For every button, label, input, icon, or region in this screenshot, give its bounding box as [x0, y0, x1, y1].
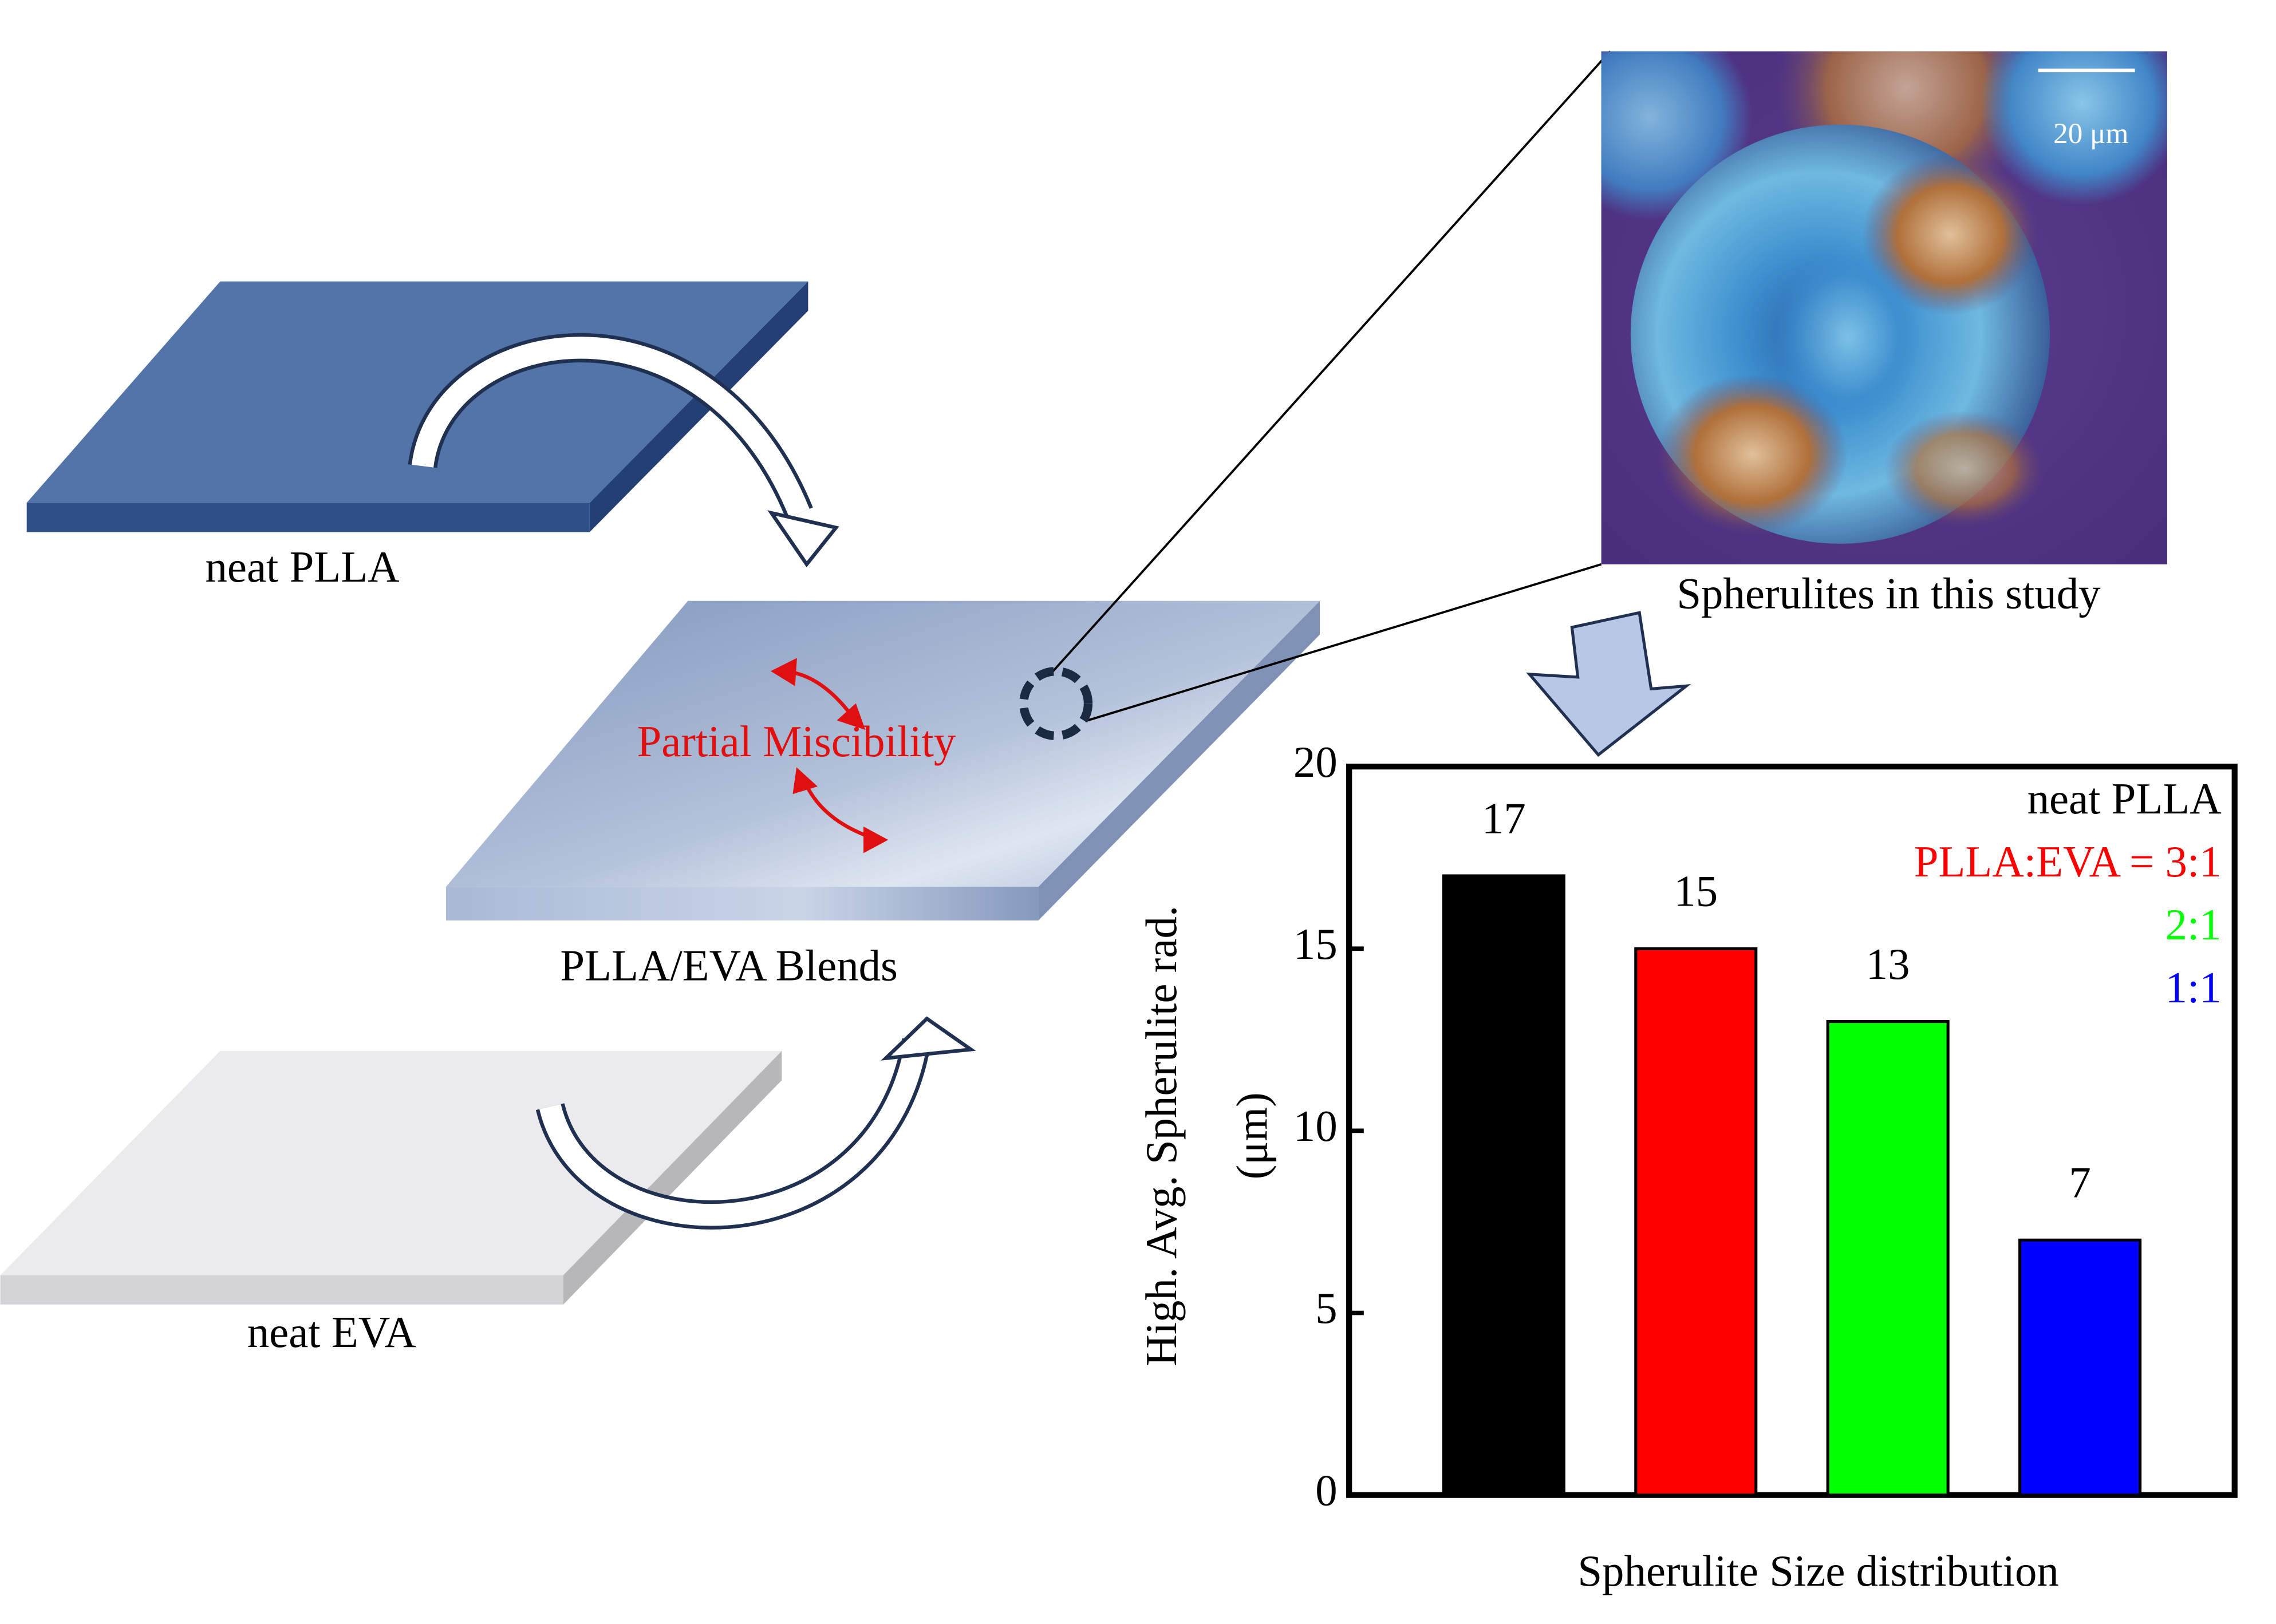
bar	[1634, 947, 1758, 1497]
plate-label: neat EVA	[247, 1308, 416, 1357]
y-tick-label: 10	[1293, 1102, 1338, 1151]
plate-edge	[1038, 600, 1320, 920]
y-tick-label: 15	[1293, 920, 1338, 969]
legend-entry: 1:1	[2165, 963, 2222, 1012]
y-tick-label: 0	[1315, 1466, 1337, 1515]
data-label: 7	[2069, 1159, 2090, 1207]
bar	[1442, 874, 1565, 1497]
x-axis-label: Spherulite Size distribution	[1577, 1547, 2058, 1595]
plate-edge	[563, 1050, 782, 1305]
bar	[2018, 1238, 2142, 1497]
y-axis-label: (μm)	[1228, 1092, 1277, 1179]
y-axis-label: High. Avg. Spherulite rad.	[1137, 906, 1186, 1366]
data-label: 17	[1482, 794, 1526, 843]
plate-label: neat PLLA	[205, 543, 399, 591]
data-label: 13	[1866, 940, 1910, 989]
legend-entry: PLLA:EVA = 3:1	[1914, 837, 2222, 886]
micrograph	[1601, 51, 2167, 564]
plate-top	[445, 600, 1320, 887]
plate-edge	[445, 887, 1039, 920]
plate-edge	[0, 1275, 563, 1305]
curved-arrow	[408, 333, 839, 568]
plate-top	[0, 1050, 782, 1275]
plate-edge	[26, 503, 590, 532]
zoom-line	[1052, 50, 1611, 672]
zoom-line	[1084, 563, 1602, 722]
data-label: 15	[1674, 867, 1718, 916]
miscibility-arrows	[770, 658, 889, 854]
zoom-circle	[1019, 667, 1093, 741]
plate-label: PLLA/EVA Blends	[560, 942, 898, 990]
legend-entry: 2:1	[2165, 900, 2222, 949]
legend-entry: neat PLLA	[2028, 775, 2222, 823]
y-tick-label: 5	[1315, 1284, 1337, 1333]
miscibility-label: Partial Miscibility	[637, 717, 956, 766]
micrograph-caption: Spherulites in this study	[1677, 569, 2101, 618]
plate-edge	[589, 281, 808, 532]
y-tick-label: 20	[1293, 738, 1338, 787]
flow-arrow	[1526, 611, 1691, 757]
curved-arrow	[535, 1016, 976, 1230]
scale-bar-label: 20 μm	[2053, 117, 2128, 150]
bar	[1826, 1020, 1950, 1497]
